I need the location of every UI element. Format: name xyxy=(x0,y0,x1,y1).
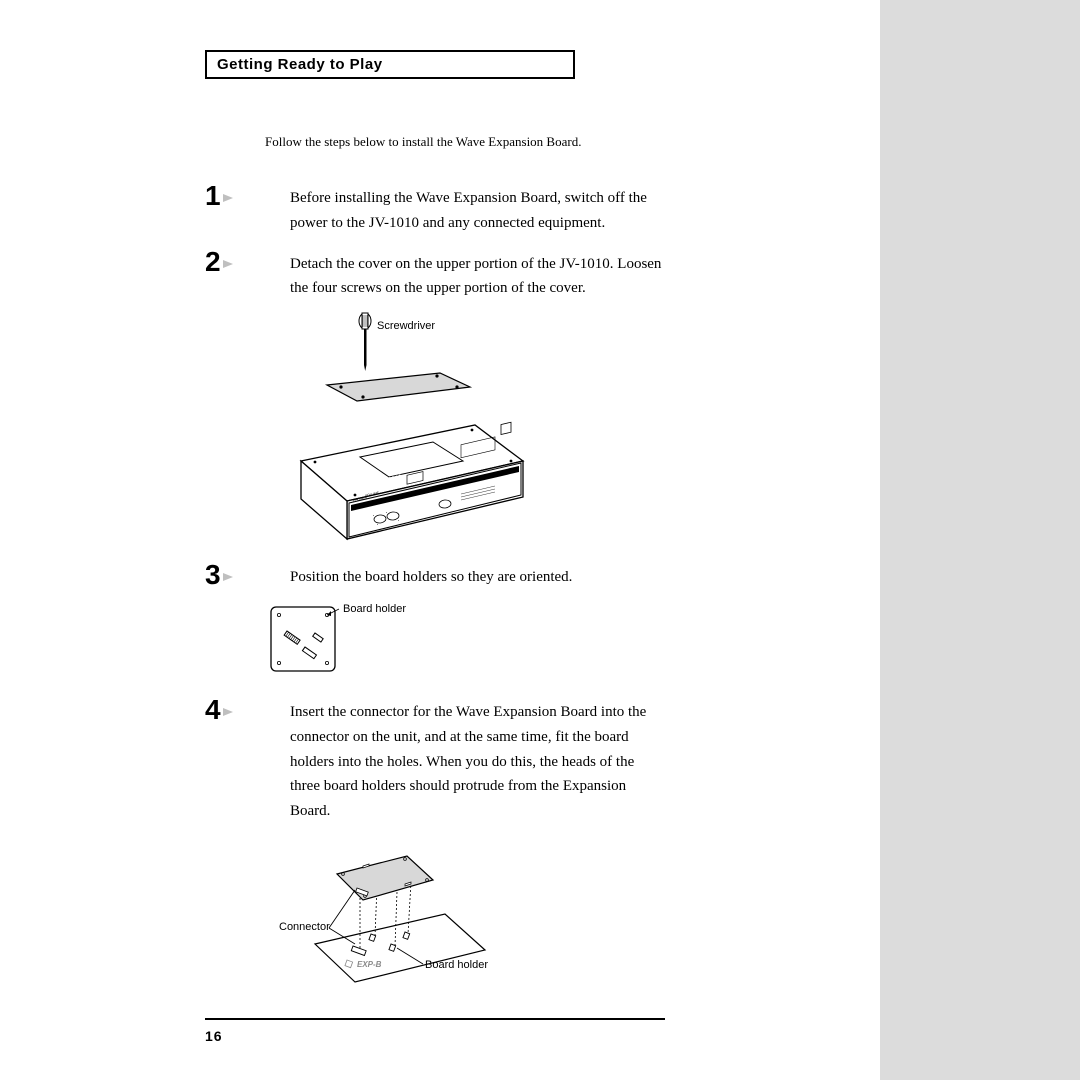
board-holder-label: Board holder xyxy=(343,603,406,615)
board-holder-label-2: Board holder xyxy=(425,959,488,971)
step-number: 3 xyxy=(205,559,250,591)
step-text: Detach the cover on the upper portion of… xyxy=(290,246,665,302)
cover-plate xyxy=(327,373,470,401)
expansion-board xyxy=(337,856,433,900)
figure-step-2: Screwdriver xyxy=(265,311,665,551)
screwdriver-label: Screwdriver xyxy=(377,320,435,332)
exp-b-label: EXP-B xyxy=(357,960,382,969)
sidebar-strip xyxy=(880,0,1080,1080)
footer-rule xyxy=(205,1018,665,1020)
intro-text: Follow the steps below to install the Wa… xyxy=(265,134,665,150)
device-body: Roland JV-1010 PHONES VOLUME xyxy=(301,422,523,539)
step-text: Insert the connector for the Wave Expans… xyxy=(290,694,665,824)
screwdriver-icon xyxy=(359,313,371,371)
step-number: 1 xyxy=(205,180,250,212)
figure-step-3: Board holder xyxy=(265,601,665,686)
step-text: Position the board holders so they are o… xyxy=(290,559,572,590)
step-3: 3 Position the board holders so they are… xyxy=(205,559,665,591)
step-2: 2 Detach the cover on the upper portion … xyxy=(205,246,665,302)
connector-label: Connector xyxy=(279,921,330,933)
step-text: Before installing the Wave Expansion Boa… xyxy=(290,180,665,236)
section-header: Getting Ready to Play xyxy=(205,50,575,79)
figure-step-4: EXP-B xyxy=(265,834,665,989)
step-1: 1 Before installing the Wave Expansion B… xyxy=(205,180,665,236)
step-number: 4 xyxy=(205,694,250,726)
page-content: Getting Ready to Play Follow the steps b… xyxy=(205,50,665,997)
step-number: 2 xyxy=(205,246,250,278)
page-number: 16 xyxy=(205,1028,223,1044)
step-4: 4 Insert the connector for the Wave Expa… xyxy=(205,694,665,824)
